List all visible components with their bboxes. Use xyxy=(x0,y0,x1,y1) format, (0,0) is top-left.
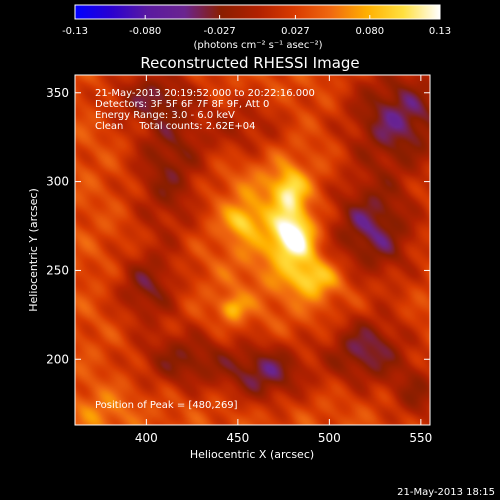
colorbar-tick-label: 0.027 xyxy=(281,26,310,37)
colorbar xyxy=(74,4,441,20)
x-tick-label: 450 xyxy=(226,431,249,445)
annotation-energy-range: Energy Range: 3.0 - 6.0 keV xyxy=(95,110,235,121)
colorbar-unit-label: (photons cm⁻² s⁻¹ asec⁻²) xyxy=(193,40,322,51)
chart-title: Reconstructed RHESSI Image xyxy=(140,54,359,72)
colorbar-tick-label: 0.080 xyxy=(355,26,384,37)
y-tick-label: 350 xyxy=(46,86,69,100)
heatmap-image xyxy=(75,75,430,425)
x-tick-label: 500 xyxy=(318,431,341,445)
annotation-detectors: Detectors: 3F 5F 6F 7F 8F 9F, Att 0 xyxy=(95,99,269,110)
colorbar-ticks: -0.13 -0.080 -0.027 0.027 0.080 0.13 xyxy=(62,15,451,37)
x-tick-label: 550 xyxy=(409,431,432,445)
colorbar-tick-label: -0.027 xyxy=(203,26,235,37)
plot-frame xyxy=(74,74,431,426)
y-tick-label: 300 xyxy=(46,175,69,189)
x-axis-label: Heliocentric X (arcsec) xyxy=(190,448,314,461)
y-tick-label: 250 xyxy=(46,263,69,277)
peak-position-label: Position of Peak = [480,269] xyxy=(95,400,238,411)
footer-timestamp: 21-May-2013 18:15 xyxy=(397,487,495,498)
axis-ticks: 400 450 500 550 200 250 300 350 xyxy=(46,75,432,445)
annotation-block: 21-May-2013 20:19:52.000 to 20:22:16.000… xyxy=(95,88,315,132)
annotation-time-range: 21-May-2013 20:19:52.000 to 20:22:16.000 xyxy=(95,88,315,99)
colorbar-tick-label: -0.13 xyxy=(62,26,88,37)
image-container xyxy=(75,75,430,425)
x-tick-label: 400 xyxy=(135,431,158,445)
y-tick-label: 200 xyxy=(46,352,69,366)
annotation-clean-counts: Clean Total counts: 2.62E+04 xyxy=(95,121,255,132)
colorbar-tick-label: -0.080 xyxy=(129,26,161,37)
colorbar-tick-label: 0.13 xyxy=(429,26,451,37)
y-axis-label: Heliocentric Y (arcsec) xyxy=(27,188,40,312)
